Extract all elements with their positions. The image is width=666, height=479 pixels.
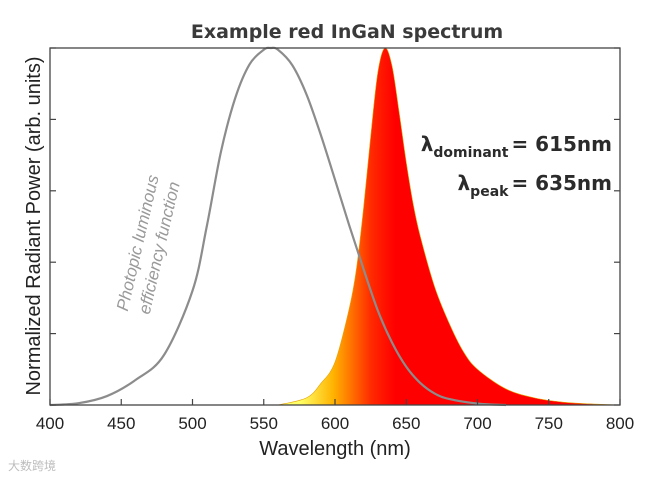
x-tick-label: 750: [535, 414, 563, 433]
dominant-lambda-symbol: λ: [421, 132, 434, 156]
x-tick-label: 450: [107, 414, 135, 433]
dominant-subscript: dominant: [433, 145, 508, 161]
peak-subscript: peak: [470, 184, 509, 200]
x-tick-label: 700: [463, 414, 491, 433]
photopic-curve-label: Photopic luminous efficiency function: [113, 173, 184, 316]
photopic-curve-line: [49, 46, 507, 407]
y-axis-ticks: [50, 47, 620, 406]
dominant-value: = 615nm: [511, 132, 612, 156]
x-axis-label: Wavelength (nm): [259, 438, 411, 460]
x-tick-label: 800: [606, 414, 634, 433]
watermark-text: 大数跨境: [8, 458, 56, 473]
x-tick-label: 550: [250, 414, 278, 433]
x-tick-label: 650: [392, 414, 420, 433]
dominant-wavelength-annotation: λdominant = 615nm: [421, 132, 612, 161]
y-axis-label: Normalized Radiant Power (arb. units): [23, 56, 45, 395]
x-tick-label: 500: [178, 414, 206, 433]
chart-title: Example red InGaN spectrum: [191, 21, 503, 43]
x-tick-label: 400: [36, 414, 64, 433]
peak-lambda-symbol: λ: [458, 171, 471, 195]
x-axis-ticks: 400 450 500 550 600 650 700 750 800: [36, 399, 634, 433]
photopic-curve-layer: [49, 46, 507, 407]
peak-wavelength-annotation: λpeak = 635nm: [458, 171, 612, 200]
spectrum-area: [277, 47, 621, 406]
spectrum-area-layer: [277, 47, 621, 406]
x-tick-label: 600: [321, 414, 349, 433]
peak-value: = 635nm: [511, 171, 612, 195]
